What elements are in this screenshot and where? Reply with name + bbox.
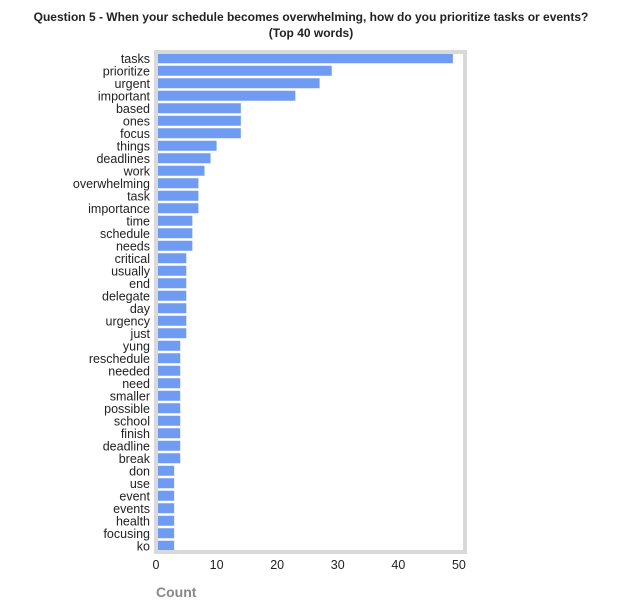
bar-need (156, 378, 181, 389)
category-label-overwhelming: overwhelming (73, 177, 150, 191)
bar-use (156, 478, 175, 489)
category-label-health: health (116, 514, 150, 528)
x-axis-label: Count (156, 584, 197, 600)
bar-events (156, 503, 175, 514)
bar-schedule (156, 228, 193, 239)
category-label-importance: importance (88, 202, 150, 216)
category-label-urgency: urgency (106, 314, 151, 328)
bar-work (156, 165, 205, 176)
bar-urgent (156, 78, 320, 89)
bar-overwhelming (156, 178, 199, 189)
category-label-school: school (114, 414, 150, 428)
category-label-focusing: focusing (103, 527, 150, 541)
x-tick-label: 10 (210, 558, 224, 572)
category-label-tasks: tasks (121, 52, 150, 66)
category-label-needs: needs (116, 239, 150, 253)
category-label-prioritize: prioritize (103, 64, 150, 78)
category-label-reschedule: reschedule (89, 352, 150, 366)
category-label-deadlines: deadlines (96, 152, 150, 166)
bar-importance (156, 203, 199, 214)
bar-critical (156, 253, 187, 264)
category-label-need: need (122, 377, 150, 391)
x-tick-label: 20 (270, 558, 284, 572)
bar-based (156, 103, 241, 114)
bar-smaller (156, 390, 181, 401)
x-axis-ticks: 0 10 20 30 40 50 (153, 558, 466, 572)
bar-delegate (156, 290, 187, 301)
bar-day (156, 303, 187, 314)
category-label-needed: needed (108, 364, 150, 378)
x-tick-label: 30 (331, 558, 345, 572)
category-label-yung: yung (123, 339, 150, 353)
x-tick-label: 0 (153, 558, 160, 572)
category-label-don: don (129, 464, 150, 478)
bar-ko (156, 540, 175, 551)
category-label-possible: possible (104, 402, 150, 416)
bars-layer (156, 53, 453, 551)
bar-focusing (156, 528, 175, 539)
bar-yung (156, 340, 181, 351)
category-label-event: event (119, 489, 150, 503)
category-label-finish: finish (121, 427, 150, 441)
x-tick-label: 40 (391, 558, 405, 572)
category-labels: tasksprioritizeurgentimportantbasedonesf… (73, 52, 151, 554)
category-label-deadline: deadline (103, 439, 150, 453)
category-label-work: work (123, 164, 151, 178)
category-label-schedule: schedule (100, 227, 150, 241)
bar-event (156, 490, 175, 501)
category-label-usually: usually (111, 264, 151, 278)
category-label-task: task (127, 189, 151, 203)
bar-end (156, 278, 187, 289)
bar-task (156, 190, 199, 201)
bar-needed (156, 365, 181, 376)
bar-tasks (156, 53, 453, 64)
bar-ones (156, 115, 241, 126)
bar-things (156, 140, 217, 151)
category-label-time: time (126, 214, 150, 228)
bar-health (156, 515, 175, 526)
bar-reschedule (156, 353, 181, 364)
category-label-critical: critical (115, 252, 150, 266)
category-label-ones: ones (123, 114, 150, 128)
plot-frame (154, 50, 467, 554)
bar-don (156, 465, 175, 476)
bar-just (156, 328, 187, 339)
chart-subtitle: (Top 40 words) (269, 26, 353, 40)
category-label-use: use (130, 477, 150, 491)
bar-urgency (156, 315, 187, 326)
category-label-based: based (116, 102, 150, 116)
category-label-smaller: smaller (110, 389, 150, 403)
category-label-things: things (117, 139, 150, 153)
category-label-important: important (98, 89, 151, 103)
category-label-urgent: urgent (115, 77, 151, 91)
category-label-break: break (119, 452, 151, 466)
bar-focus (156, 128, 241, 139)
bar-usually (156, 265, 187, 276)
chart-title: Question 5 - When your schedule becomes … (34, 10, 589, 24)
x-tick-label: 50 (452, 558, 466, 572)
category-label-end: end (129, 277, 150, 291)
category-label-just: just (130, 327, 151, 341)
category-label-ko: ko (137, 539, 150, 553)
category-label-day: day (130, 302, 151, 316)
category-label-delegate: delegate (102, 289, 150, 303)
category-label-focus: focus (120, 127, 150, 141)
bar-school (156, 415, 181, 426)
category-label-events: events (113, 502, 150, 516)
bar-deadlines (156, 153, 211, 164)
bar-break (156, 453, 181, 464)
bar-time (156, 215, 193, 226)
bar-needs (156, 240, 193, 251)
bar-prioritize (156, 65, 332, 76)
bar-deadline (156, 440, 181, 451)
bar-important (156, 90, 296, 101)
bar-finish (156, 428, 181, 439)
bar-possible (156, 403, 181, 414)
